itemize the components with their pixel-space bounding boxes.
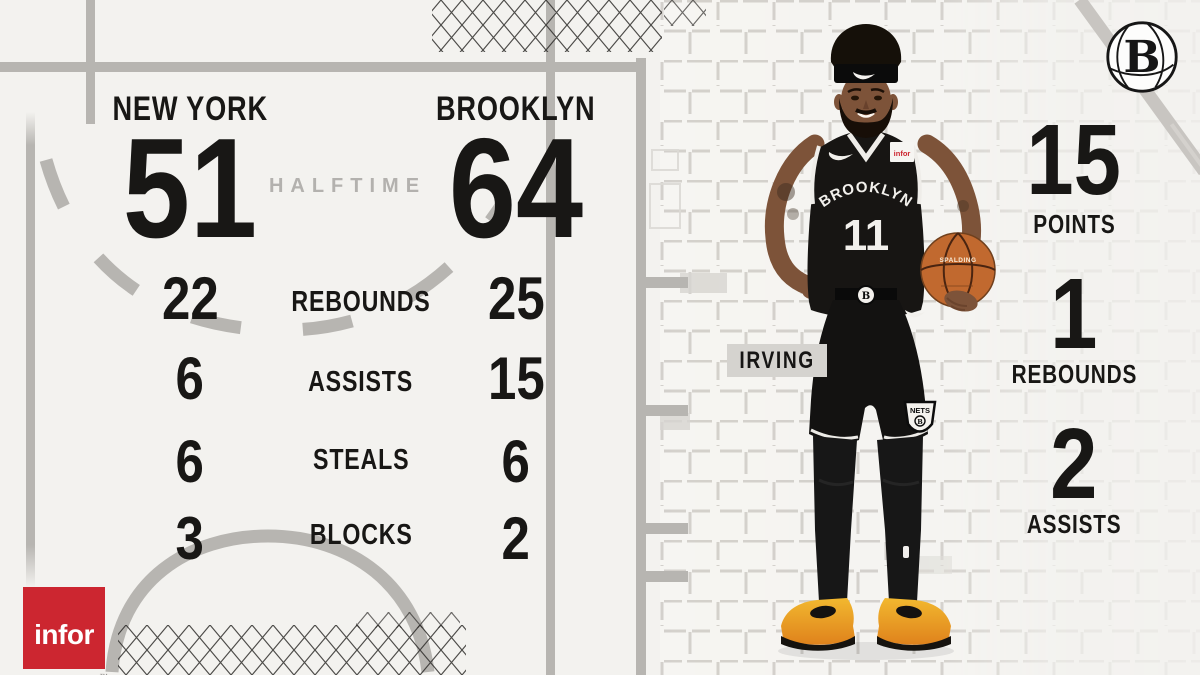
belt-logo-letter: B [862, 291, 870, 302]
shorts-swoosh-icon [905, 310, 925, 318]
away-rebounds: 22 [161, 265, 219, 332]
key-arc [105, 529, 435, 673]
left-shoe-laces [810, 605, 836, 619]
player-eye-left [851, 95, 859, 101]
court-sideline-top [0, 62, 644, 72]
home-blocks: 2 [501, 505, 531, 572]
court-lane-line [546, 0, 555, 675]
sponsor-logo-text: infor [34, 619, 94, 650]
home-assists: 15 [487, 345, 545, 412]
period-label: HALFTIME [268, 175, 427, 197]
shorts-shield-text: NETS [910, 406, 930, 415]
player-name-tag: IRVING [727, 344, 827, 377]
lane-tick-2 [640, 405, 688, 416]
player-left-leg [813, 436, 857, 602]
jersey [807, 131, 925, 318]
shorts [809, 300, 928, 443]
left-shoe-sole [781, 636, 855, 651]
court-corner-line [86, 0, 95, 124]
stat-label-rebounds: REBOUNDS [291, 286, 431, 318]
headband-swoosh-icon [853, 72, 875, 80]
jersey-number: 11 [843, 211, 890, 260]
sponsor-logo: infor ™ [23, 587, 108, 675]
fence-bottom [118, 625, 466, 675]
chalk-sketch-1 [651, 149, 679, 171]
brick-wall-background [660, 0, 1200, 675]
sock-logo [903, 546, 909, 558]
jersey-sponsor-text: infor [894, 149, 911, 158]
player-brow-right [870, 88, 885, 94]
away-team-name: NEW YORK [112, 90, 268, 128]
away-score: 51 [122, 109, 258, 268]
svg-text:B: B [917, 418, 923, 426]
shorts-shield-ball [914, 415, 926, 427]
home-steals: 6 [501, 428, 531, 495]
player-rebounds-label: REBOUNDS [1011, 359, 1137, 389]
belt-logo [856, 285, 876, 305]
nets-logo-letter: B [1124, 32, 1161, 83]
away-steals: 6 [175, 428, 205, 495]
court-baseline [636, 58, 646, 675]
player-brow-left [847, 88, 862, 94]
fence-top [432, 0, 662, 52]
stat-label-steals: STEALS [312, 444, 410, 476]
fence-top-right [664, 0, 706, 26]
player-points-label: POINTS [1032, 209, 1116, 239]
away-blocks: 3 [175, 505, 205, 572]
shorts-hem-left [810, 428, 859, 440]
player-headband [834, 64, 898, 83]
home-team-name: BROOKLYN [436, 90, 596, 128]
player-points-value: 15 [1026, 104, 1122, 216]
right-shoe-sole [877, 636, 951, 651]
player-eye-right [874, 95, 882, 101]
home-rebounds: 25 [487, 265, 545, 332]
away-assists: 6 [175, 345, 205, 412]
stat-label-blocks: BLOCKS [309, 519, 413, 551]
ball-brand-text: SPALDING [939, 257, 976, 264]
collar-trim [846, 132, 886, 163]
nets-team-logo: B [1106, 21, 1178, 93]
center-circle-dashed-arc [39, 158, 511, 337]
home-score: 64 [448, 109, 584, 268]
player-left-arm [764, 134, 825, 296]
player-rebounds-value: 1 [1050, 258, 1098, 370]
lane-tick-1 [640, 277, 688, 288]
chalk-sketch-2 [649, 183, 681, 229]
jersey-sponsor-patch [890, 142, 914, 162]
player-assists-label: ASSISTS [1026, 509, 1122, 539]
right-shoe-laces [896, 605, 922, 619]
court-left-line [26, 112, 35, 588]
jersey-swoosh-icon [828, 152, 853, 161]
lane-tick-4 [640, 571, 688, 582]
player-nose [863, 100, 869, 109]
player-right-shoe [877, 598, 951, 645]
fence-bottom-rise [356, 612, 460, 628]
armhole-trim-left [810, 145, 821, 205]
arm-tattoo [777, 183, 795, 201]
player-mustache [855, 108, 877, 115]
player-photo: infor BROOKLYN 11 B NETS B [764, 24, 996, 660]
player-right-leg [877, 436, 923, 602]
armhole-trim-right [911, 145, 922, 205]
player-beard [839, 98, 893, 138]
player-hair [830, 24, 902, 68]
stat-label-assists: ASSISTS [308, 366, 414, 398]
lane-tick-3 [640, 523, 688, 534]
player-assists-value: 2 [1050, 408, 1098, 520]
player-left-shoe [781, 598, 855, 645]
player-smile [857, 112, 875, 118]
sponsor-trademark: ™ [99, 672, 108, 675]
